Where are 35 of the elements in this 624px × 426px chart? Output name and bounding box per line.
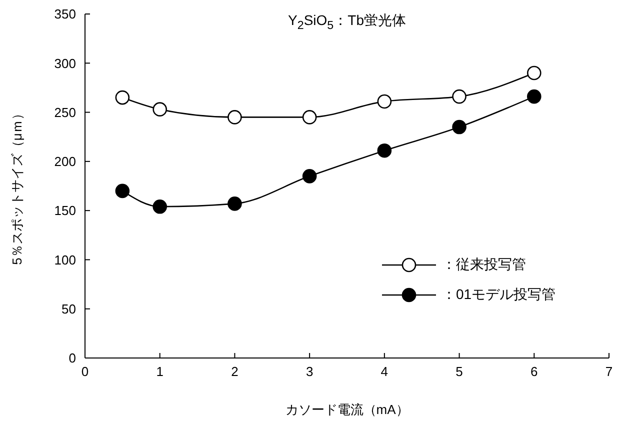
point [377, 94, 392, 109]
x-tick-label: 2 [231, 364, 238, 380]
x-tick-label: 7 [605, 364, 613, 380]
x-tick-label: 1 [156, 364, 164, 380]
x-axis-title: カソード電流（mA） [285, 402, 409, 417]
x-tick-label: 5 [456, 364, 463, 380]
y-tick-label: 350 [54, 6, 76, 22]
y-tick-label: 0 [68, 350, 76, 366]
x-tick-label: 6 [530, 364, 538, 380]
point [452, 120, 466, 134]
point [152, 102, 168, 116]
point [115, 184, 130, 198]
point [526, 66, 542, 80]
point [377, 143, 392, 158]
point [228, 196, 242, 211]
y-tick-label: 150 [54, 203, 76, 218]
x-tick-label: 4 [380, 364, 388, 380]
point [526, 89, 542, 104]
point [152, 199, 168, 214]
legend-label: ：従来投写管 [442, 256, 526, 274]
y-tick-label: 200 [54, 154, 76, 170]
point [302, 110, 317, 124]
point [302, 169, 317, 184]
point [228, 110, 242, 124]
point [452, 89, 466, 104]
y-tick-label: 300 [54, 56, 76, 71]
x-tick-label: 3 [306, 364, 314, 380]
chart-title: Y$_{2}$SiO$_{5}$：Tb蛍光体 [287, 12, 407, 32]
x-tick-label: 0 [81, 364, 89, 380]
legend-label: ：01モデル投写管 [442, 286, 556, 304]
point [115, 90, 130, 105]
y-axis-title: 5％スポットサイズ（μｍ） [10, 107, 25, 265]
y-tick-label: 50 [62, 301, 76, 316]
y-tick-label: 100 [54, 252, 76, 268]
y-tick-label: 250 [54, 104, 76, 120]
